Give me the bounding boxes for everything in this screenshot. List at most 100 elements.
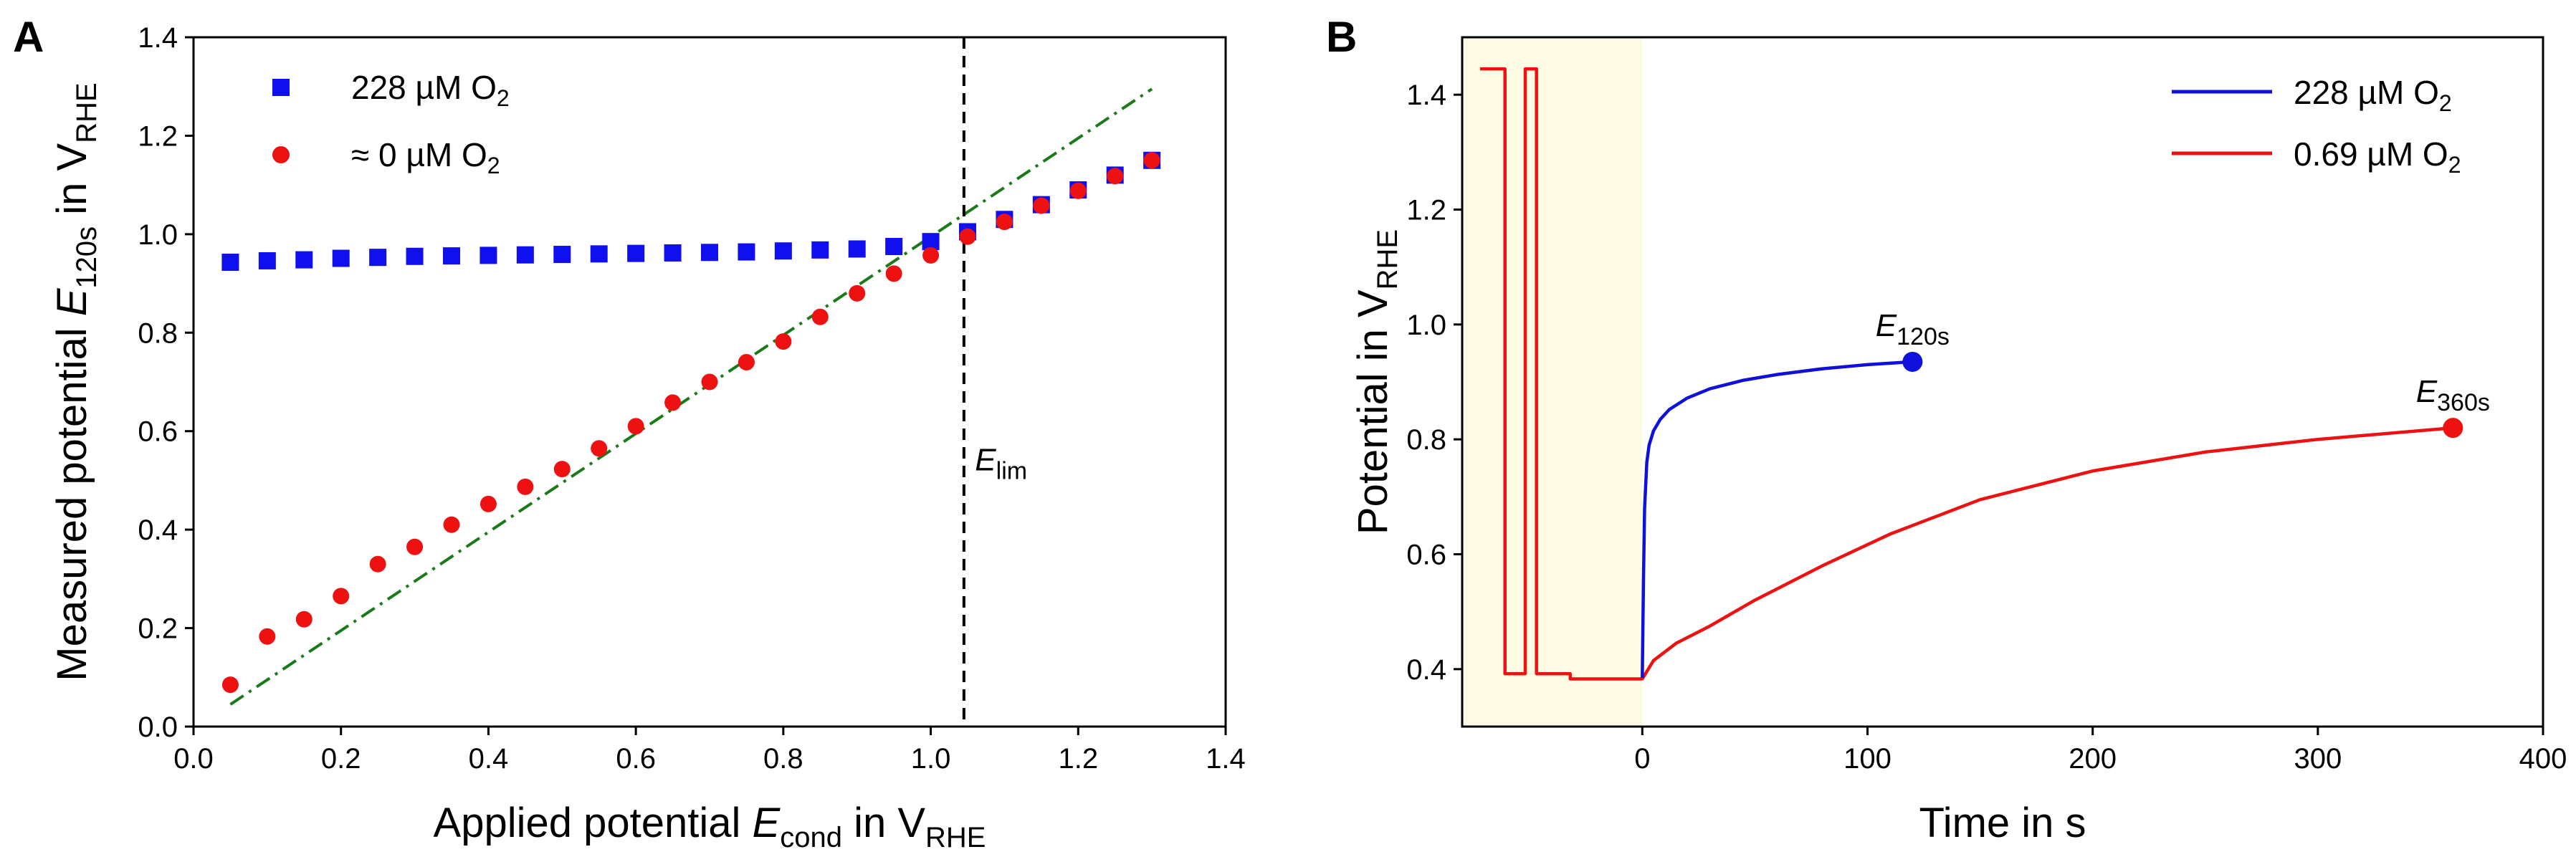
legend-marker-circle — [272, 146, 290, 163]
x-tick-label: 0.0 — [173, 743, 214, 775]
data-point-square — [774, 242, 792, 260]
panel-b-frame — [1461, 36, 2544, 728]
y-tick-label: 0.0 — [138, 712, 178, 743]
shaded-region — [1462, 37, 1643, 727]
data-point-circle — [221, 676, 239, 694]
x-tick-label: 100 — [1843, 743, 1892, 775]
data-point-square — [221, 254, 239, 272]
data-point-square — [406, 247, 424, 265]
data-point-square — [664, 244, 682, 262]
data-point-square — [553, 246, 571, 264]
data-point-circle — [738, 354, 755, 371]
data-point-circle — [259, 628, 276, 645]
data-point-circle — [996, 214, 1013, 231]
panel-a-x-label: Applied potential Econd in VRHE — [434, 800, 986, 853]
data-point-circle — [885, 265, 902, 282]
legend-marker-square — [272, 79, 290, 96]
data-point-circle — [775, 333, 792, 350]
endpoint-label: E360s — [2416, 374, 2490, 416]
data-point-circle — [443, 516, 460, 533]
y-tick-label: 0.2 — [138, 613, 178, 645]
panel-a: A Elim 0.0 0.2 0.4 0.6 0.8 1.0 1.2 1.4 0.00.20.… — [13, 13, 1246, 853]
data-point-square — [295, 251, 313, 269]
legend-label-228: 228 µM O2 — [351, 69, 510, 111]
panel-a-y-label: Measured potential E120s in VRHE — [49, 82, 102, 681]
y-tick-label: 0.6 — [138, 416, 178, 448]
x-tick-label: 1.0 — [911, 743, 951, 775]
data-point-circle — [333, 588, 350, 605]
panel-b-x-ticks: 0 100 200 300 400 — [1634, 727, 2567, 775]
endpoint-label-sub: 360s — [2437, 389, 2490, 416]
panel-b-y-label: Potential in VRHE — [1350, 229, 1403, 535]
e-lim-label: Elim — [975, 443, 1027, 485]
panel-a-plot-area: Elim — [221, 37, 1161, 727]
legend-label-069: 0.69 µM O2 — [2294, 135, 2461, 178]
y-tick-label: 0.6 — [1406, 540, 1446, 571]
y-tick-label: 0.8 — [1406, 424, 1446, 456]
y-tick-label: 1.2 — [1406, 195, 1446, 226]
data-point-circle — [922, 246, 940, 264]
panel-b-legend: 228 µM O2 0.69 µM O2 — [2172, 74, 2461, 178]
data-point-circle — [553, 461, 571, 478]
endpoint-label-var: E — [1876, 308, 1897, 343]
panel-a-x-ticks: 0.0 0.2 0.4 0.6 0.8 1.0 1.2 1.4 — [173, 727, 1246, 775]
data-point-circle — [369, 555, 386, 573]
x-tick-label: 0.8 — [763, 743, 803, 775]
data-point-square — [369, 249, 387, 267]
x-tick-label: 0.6 — [616, 743, 656, 775]
x-tick-label: 0.2 — [321, 743, 361, 775]
x-tick-label: 1.2 — [1058, 743, 1098, 775]
y-tick-label: 0.8 — [138, 317, 178, 349]
data-point-circle — [664, 394, 682, 411]
reference-line — [229, 87, 1153, 706]
data-point-square — [811, 241, 829, 259]
endpoint-label-var: E — [2416, 374, 2438, 409]
data-point-square — [738, 243, 755, 261]
panel-a-legend: 228 µM O2 ≈ 0 µM O2 — [272, 69, 510, 178]
y-tick-label: 1.4 — [1406, 80, 1446, 111]
data-point-square — [443, 247, 460, 265]
x-tick-label: 300 — [2294, 743, 2342, 775]
x-tick-label: 400 — [2519, 743, 2567, 775]
data-point-square — [701, 244, 718, 262]
data-point-square — [590, 245, 608, 263]
panel-a-letter: A — [13, 13, 44, 61]
endpoint-label: E120s — [1876, 308, 1950, 350]
data-point-circle — [406, 538, 424, 555]
x-tick-label: 200 — [2069, 743, 2117, 775]
data-point-circle — [295, 610, 313, 628]
e-lim-label-sub: lim — [996, 458, 1027, 485]
data-point-circle — [1143, 152, 1160, 169]
data-point-square — [258, 252, 276, 269]
data-point-circle — [1033, 197, 1050, 214]
data-point-circle — [1069, 182, 1087, 199]
y-tick-label: 0.4 — [138, 514, 178, 546]
data-point-circle — [627, 418, 644, 435]
endpoint-label-sub: 120s — [1897, 323, 1950, 350]
data-point-circle — [1107, 168, 1124, 185]
panel-b-letter: B — [1326, 13, 1357, 61]
data-point-square — [480, 246, 497, 264]
data-point-circle — [849, 284, 866, 302]
data-point-square — [848, 240, 866, 258]
endpoint-marker — [1902, 351, 1923, 372]
y-tick-label: 1.0 — [138, 219, 178, 251]
data-point-circle — [811, 308, 829, 325]
x-tick-label: 0 — [1634, 743, 1650, 775]
e-lim-label-var: E — [975, 443, 996, 478]
data-point-square — [332, 249, 350, 267]
legend-label-228: 228 µM O2 — [2294, 74, 2452, 116]
data-point-circle — [701, 373, 718, 391]
panel-b-x-label: Time in s — [1919, 800, 2086, 846]
endpoint-marker — [2443, 418, 2463, 439]
legend-label-zero: ≈ 0 µM O2 — [351, 136, 500, 178]
y-tick-label: 0.4 — [1406, 654, 1446, 686]
y-tick-label: 1.0 — [1406, 310, 1446, 341]
data-point-circle — [480, 495, 497, 512]
panel-a-y-ticks: 0.0 0.2 0.4 0.6 0.8 1.0 1.2 1.4 — [138, 22, 194, 743]
panel-b-y-ticks: 0.4 0.6 0.8 1.0 1.2 1.4 — [1406, 80, 1462, 686]
panel-a-frame — [192, 36, 1227, 728]
series-line-228 — [1641, 360, 1913, 678]
